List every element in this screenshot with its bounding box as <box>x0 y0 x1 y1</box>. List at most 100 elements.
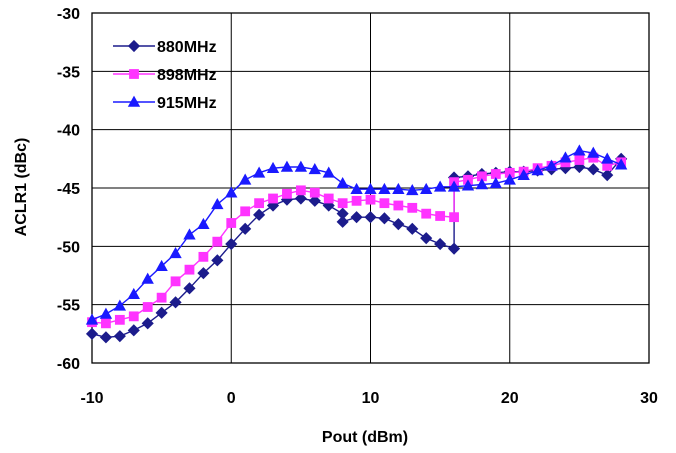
data-point <box>184 264 195 275</box>
data-point <box>447 242 461 255</box>
series-1 <box>85 152 628 344</box>
data-point <box>420 232 433 245</box>
data-point <box>170 276 181 287</box>
data-point <box>587 163 600 176</box>
data-point <box>183 228 196 240</box>
data-point <box>420 182 433 194</box>
y-tick-label: -40 <box>57 123 80 140</box>
data-point <box>113 299 127 311</box>
data-point <box>156 292 167 303</box>
series-group <box>85 144 628 344</box>
data-point <box>614 158 628 170</box>
data-point <box>155 306 168 319</box>
data-point <box>574 155 585 165</box>
data-point <box>392 218 405 231</box>
x-tick-label: 30 <box>640 390 658 407</box>
data-point <box>517 168 530 180</box>
data-point <box>601 169 614 182</box>
data-point <box>364 211 377 224</box>
plot-area <box>91 12 650 364</box>
data-point <box>559 151 572 163</box>
data-point <box>141 272 154 284</box>
data-point <box>337 198 348 209</box>
data-point <box>155 259 168 271</box>
data-point <box>101 318 111 329</box>
data-point <box>406 184 419 196</box>
data-point <box>308 194 321 207</box>
data-point <box>266 161 280 173</box>
legend-item: 898MHz <box>113 67 217 84</box>
data-point <box>294 192 307 205</box>
y-axis-label: ACLR1 (dBc) <box>13 138 30 237</box>
data-point <box>128 311 139 322</box>
y-tick-label: -55 <box>57 298 80 315</box>
y-tick-label: -45 <box>57 181 80 198</box>
data-point <box>503 173 516 185</box>
data-point <box>183 282 196 295</box>
data-point <box>378 182 391 194</box>
data-point <box>225 237 238 251</box>
data-point <box>254 198 265 209</box>
data-point <box>407 202 418 213</box>
data-point <box>99 331 112 344</box>
data-point <box>545 159 558 171</box>
legend-label: 880MHz <box>157 39 217 56</box>
series-2 <box>87 152 627 329</box>
data-point <box>322 166 335 178</box>
legend-item: 915MHz <box>113 95 217 112</box>
data-point <box>169 247 182 259</box>
data-point <box>239 222 252 235</box>
data-point <box>282 188 292 199</box>
data-point <box>211 254 224 267</box>
series-3 <box>85 144 628 325</box>
data-point <box>323 193 334 204</box>
y-tick-label: -50 <box>57 239 80 256</box>
y-tick-label: -30 <box>57 6 80 23</box>
data-point <box>392 182 405 194</box>
legend-item: 880MHz <box>113 39 217 56</box>
data-point <box>447 180 461 192</box>
data-point <box>475 178 489 190</box>
data-point <box>240 206 251 217</box>
data-point <box>573 144 586 156</box>
legend: 880MHz 898MHz 915MHz <box>113 39 217 112</box>
data-point <box>351 195 362 206</box>
legend-marker <box>127 39 141 53</box>
data-point <box>364 182 377 194</box>
data-point <box>421 208 432 219</box>
legend-label: 898MHz <box>157 67 217 84</box>
data-point <box>114 314 125 325</box>
data-point <box>198 251 209 262</box>
data-point <box>435 211 446 221</box>
data-point <box>379 198 390 209</box>
data-point <box>253 208 266 221</box>
series-line <box>91 156 622 325</box>
data-point <box>268 193 278 204</box>
x-tick-label: 0 <box>227 390 236 407</box>
x-tick-labels: -10 0 10 20 30 <box>80 390 658 407</box>
data-point <box>197 267 210 280</box>
data-point <box>169 296 182 309</box>
data-point <box>197 217 210 229</box>
data-point <box>127 287 140 299</box>
data-point <box>252 166 266 178</box>
data-point <box>350 211 363 224</box>
data-point <box>127 324 140 337</box>
x-tick-label: 20 <box>501 390 519 407</box>
data-point <box>211 198 224 210</box>
legend-marker <box>127 95 141 107</box>
data-point <box>294 160 308 172</box>
data-point <box>531 164 544 176</box>
data-point <box>113 330 126 343</box>
data-point <box>238 173 252 185</box>
data-point <box>336 215 349 228</box>
data-point <box>85 313 99 325</box>
x-axis-label: Pout (dBm) <box>322 429 408 446</box>
data-point <box>142 302 153 312</box>
data-point <box>393 200 404 211</box>
y-tick-label: -35 <box>57 64 80 81</box>
data-point <box>225 186 238 198</box>
y-tick-labels: -30 -35 -40 -45 -50 -55 -60 <box>57 6 80 373</box>
data-point <box>461 179 475 191</box>
